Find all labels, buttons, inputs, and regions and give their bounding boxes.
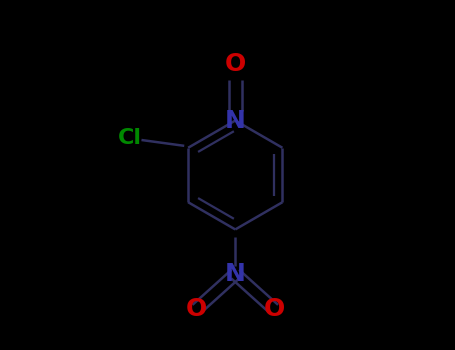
Text: N: N [225, 262, 246, 286]
Text: Cl: Cl [118, 128, 142, 148]
Text: O: O [186, 297, 207, 321]
Text: O: O [263, 297, 285, 321]
Text: N: N [225, 108, 246, 133]
Text: O: O [225, 52, 246, 76]
